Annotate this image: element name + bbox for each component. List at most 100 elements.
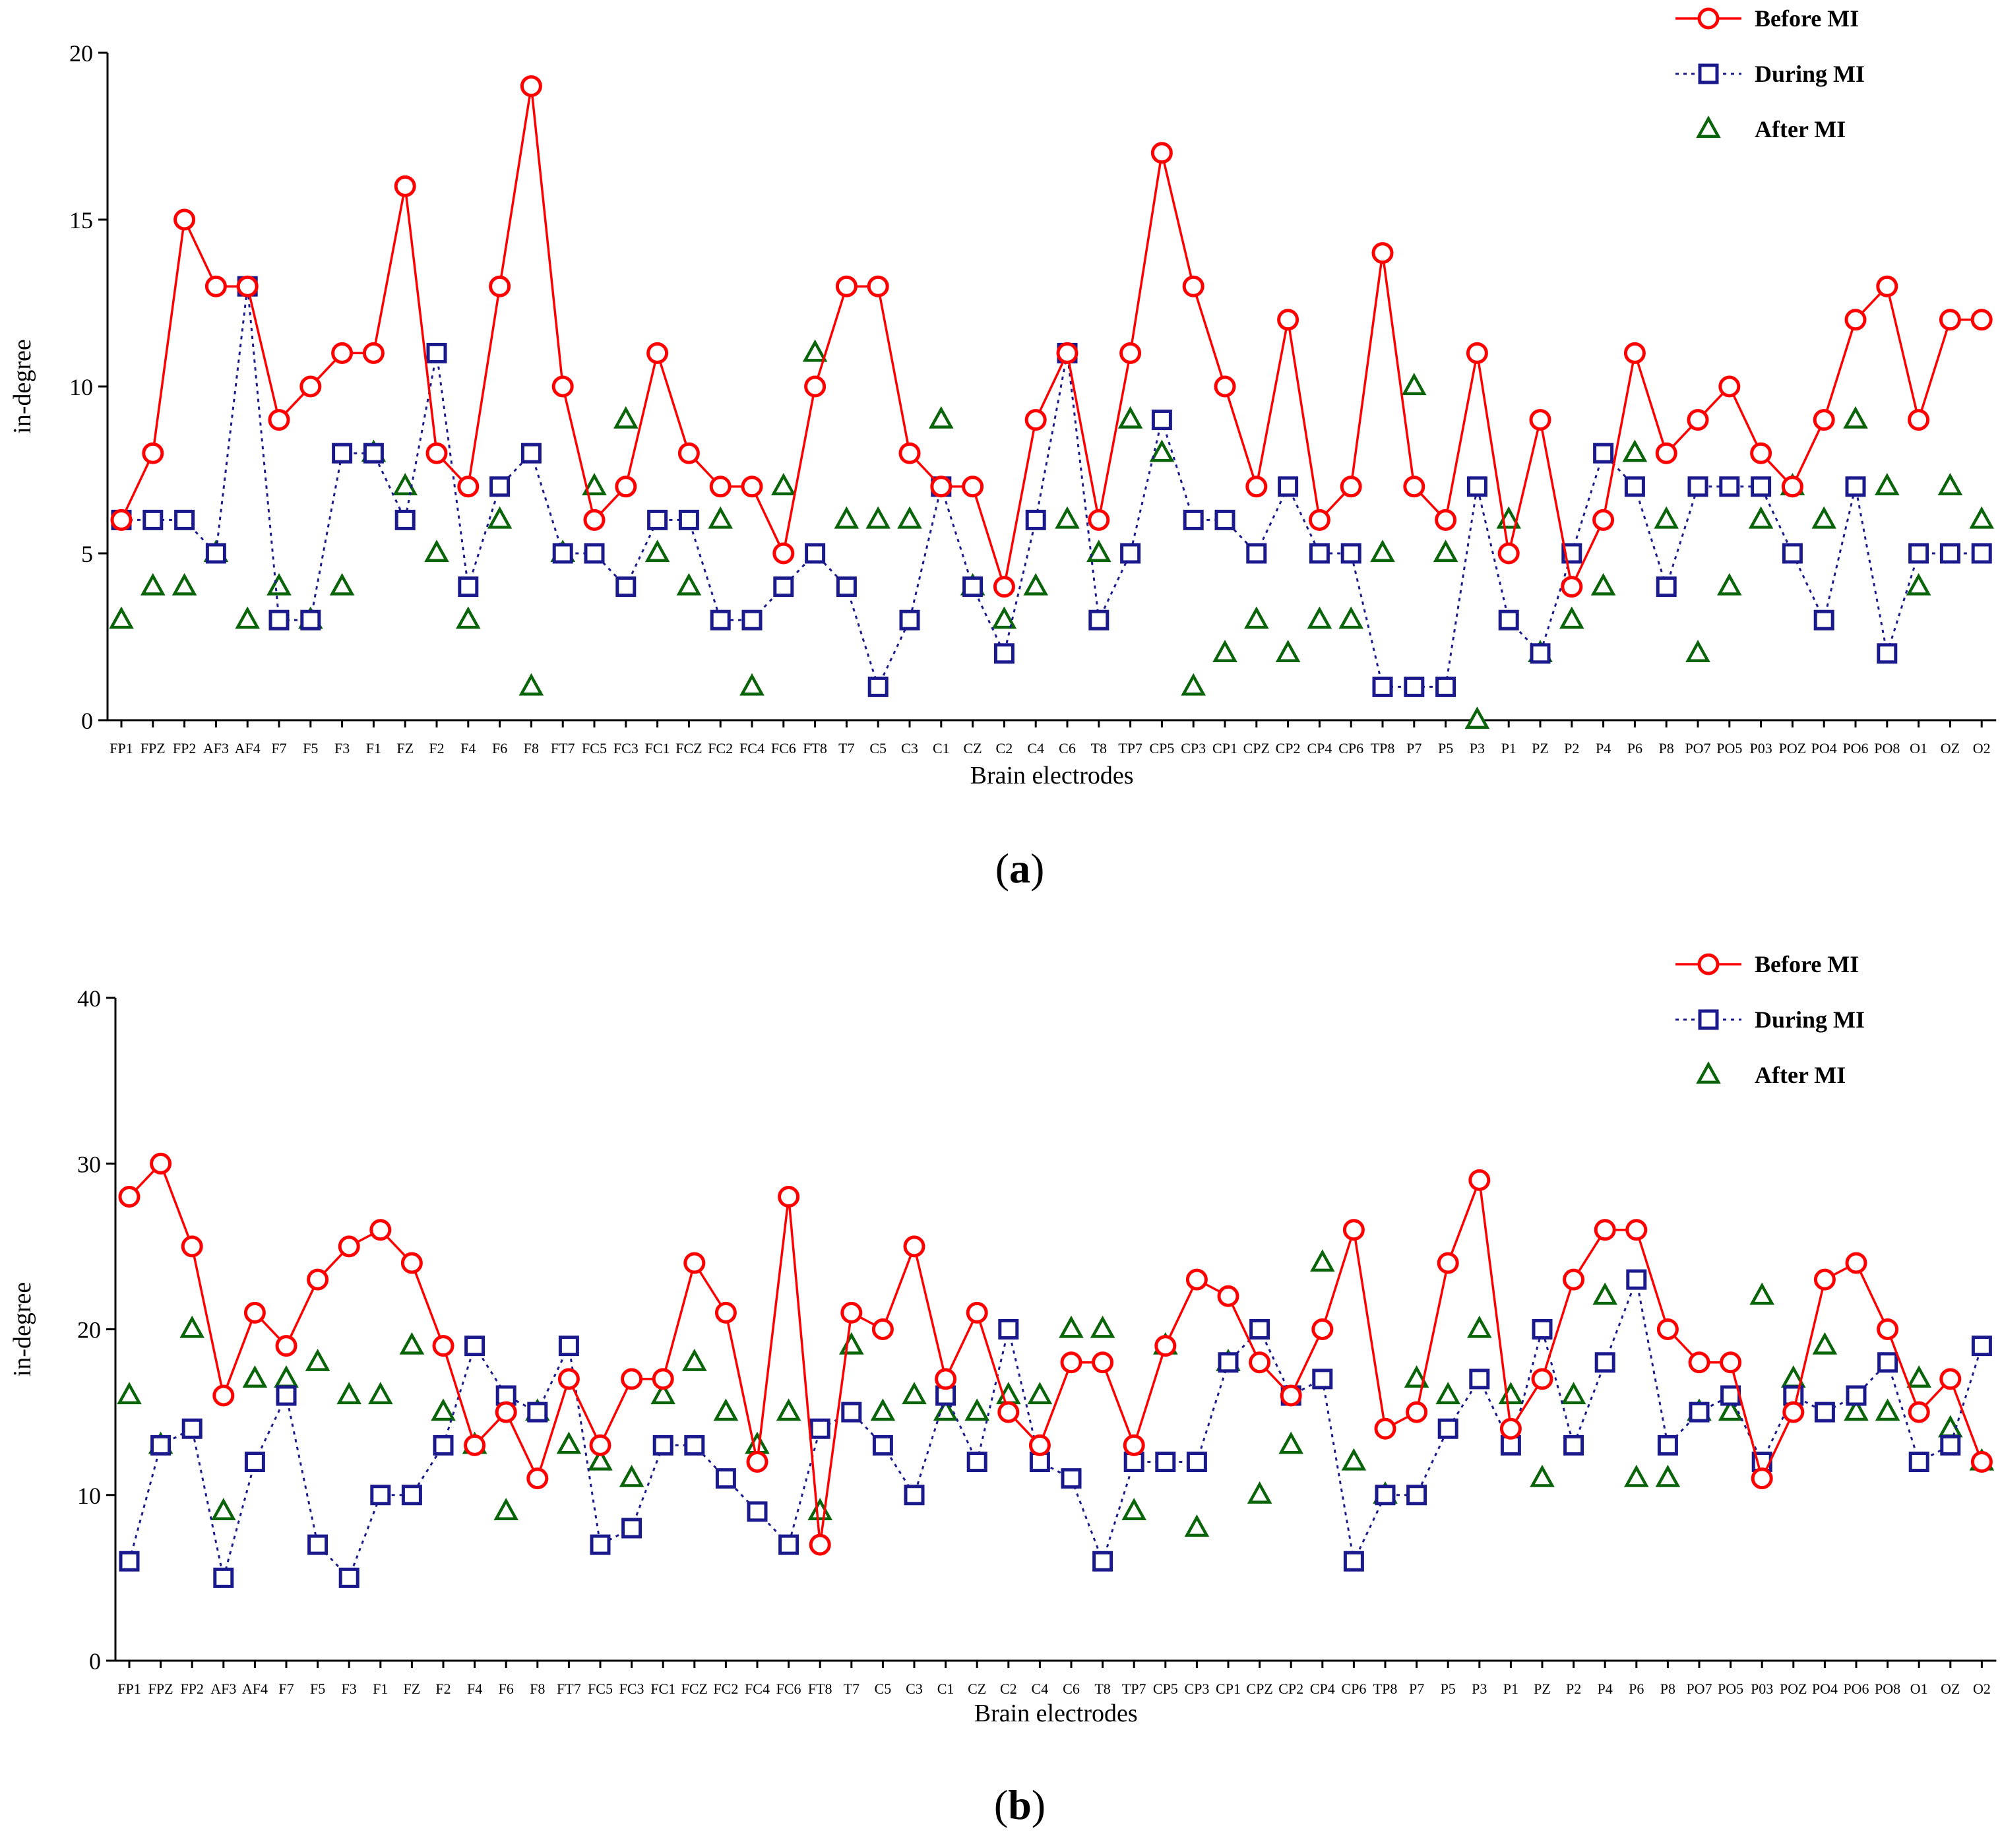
y-tick-label: 15 <box>69 207 93 233</box>
data-point-after-mi <box>1748 506 1774 529</box>
data-point-during-mi <box>1466 476 1487 497</box>
data-point-during-mi <box>1563 1434 1584 1456</box>
legend-label-during-mi: During MI <box>1755 61 1865 87</box>
y-tick-label: 20 <box>77 1317 101 1343</box>
data-point-during-mi <box>520 443 542 464</box>
y-tick-label: 40 <box>77 985 101 1012</box>
data-point-after-mi <box>644 539 670 563</box>
data-point-during-mi <box>558 1336 579 1357</box>
x-tick-label: P2 <box>1566 1680 1581 1697</box>
x-tick-label: P7 <box>1406 740 1422 756</box>
data-point-during-mi <box>652 1434 673 1456</box>
data-point-before-mi <box>173 208 196 231</box>
x-tick-label: FC3 <box>619 1680 644 1697</box>
data-point-before-mi <box>1877 1318 1899 1340</box>
data-point-during-mi <box>993 643 1015 664</box>
chart-panel-b: 0 10 20 30 40 FP1 FPZ FP2 AF3 AF4 F7 F5 F3 F1 FZ F2 F4 F6… <box>9 951 1997 1828</box>
x-tick-label: CP4 <box>1307 740 1332 756</box>
data-point-after-mi <box>109 606 134 629</box>
data-point-during-mi <box>268 609 290 631</box>
data-point-after-mi <box>745 1431 770 1454</box>
data-point-before-mi <box>1939 1368 1962 1390</box>
x-tick-label: C6 <box>1059 740 1076 756</box>
data-point-after-mi <box>807 1498 833 1521</box>
x-tick-label: F3 <box>342 1680 357 1697</box>
data-point-before-mi <box>557 1368 580 1390</box>
data-point-during-mi <box>174 509 195 530</box>
data-point-during-mi <box>1025 509 1046 530</box>
legend-marker-before-mi <box>1697 7 1720 30</box>
legend-marker-after-mi <box>1696 115 1721 139</box>
data-point-after-mi <box>1590 572 1616 596</box>
data-point-during-mi <box>1498 609 1519 631</box>
data-point-after-mi <box>676 572 702 596</box>
data-point-during-mi <box>1877 1352 1898 1373</box>
data-point-before-mi <box>394 175 416 197</box>
x-tick-label: FT7 <box>551 740 575 756</box>
data-point-before-mi <box>110 508 133 531</box>
x-tick-label: F5 <box>310 1680 325 1697</box>
x-tick-label: CP6 <box>1338 740 1363 756</box>
data-point-before-mi <box>1529 409 1551 431</box>
x-tick-label: FC6 <box>771 740 796 756</box>
data-point-before-mi <box>1371 242 1394 264</box>
x-tick-label: T7 <box>838 740 854 756</box>
data-point-during-mi <box>773 576 794 598</box>
x-tick-label: CP3 <box>1184 1680 1209 1697</box>
data-point-before-mi <box>583 508 606 531</box>
data-point-before-mi <box>903 1235 925 1258</box>
x-tick-label: CP2 <box>1276 740 1301 756</box>
data-point-after-mi <box>928 406 954 429</box>
x-tick-label: P1 <box>1501 740 1516 756</box>
y-tick-label: 0 <box>81 708 93 734</box>
data-point-during-mi <box>710 609 731 631</box>
data-point-before-mi <box>432 1335 454 1357</box>
data-point-before-mi <box>1497 542 1520 565</box>
x-tick-label: P6 <box>1629 1680 1644 1697</box>
y-tick-label: 20 <box>69 40 93 67</box>
x-tick-label: FC6 <box>776 1680 801 1697</box>
data-point-after-mi <box>392 473 418 495</box>
x-tick-label: O2 <box>1973 740 1991 756</box>
x-tick-label: F4 <box>460 740 476 756</box>
x-axis-title: Brain electrodes <box>974 1700 1138 1727</box>
data-point-during-mi <box>1092 1551 1113 1572</box>
data-point-before-mi <box>714 1301 737 1324</box>
data-point-during-mi <box>962 576 984 598</box>
data-point-after-mi <box>1086 539 1111 563</box>
data-point-before-mi <box>1844 309 1867 331</box>
data-point-before-mi <box>1123 1434 1145 1456</box>
data-point-before-mi <box>646 342 669 364</box>
data-point-before-mi <box>1594 1219 1616 1241</box>
data-point-before-mi <box>551 375 574 398</box>
data-point-before-mi <box>1813 409 1835 431</box>
data-point-during-mi <box>590 1534 611 1555</box>
data-point-before-mi <box>236 275 259 297</box>
x-tick-label: P03 <box>1751 1680 1773 1697</box>
data-point-during-mi <box>1877 643 1898 664</box>
data-point-during-mi <box>1845 476 1866 497</box>
data-point-during-mi <box>1278 476 1299 497</box>
x-tick-label: PO5 <box>1718 1680 1743 1697</box>
data-point-before-mi <box>871 1318 894 1340</box>
x-tick-label: CZ <box>964 740 982 756</box>
data-point-after-mi <box>1184 1514 1210 1537</box>
data-point-before-mi <box>464 1434 486 1456</box>
data-point-before-mi <box>1182 275 1204 297</box>
x-tick-label: F7 <box>278 1680 294 1697</box>
data-point-after-mi <box>305 1348 330 1371</box>
data-point-before-mi <box>898 442 921 464</box>
data-point-after-mi <box>1906 572 1931 596</box>
data-point-after-mi <box>210 1498 236 1521</box>
data-point-before-mi <box>307 1268 329 1291</box>
data-point-after-mi <box>1622 439 1648 462</box>
data-point-during-mi <box>142 509 164 530</box>
x-tick-label: F4 <box>467 1680 482 1697</box>
data-point-before-mi <box>1718 375 1741 398</box>
x-tick-label: O1 <box>1910 1680 1928 1697</box>
x-tick-label: P3 <box>1470 740 1485 756</box>
series-before-mi <box>118 1152 1993 1556</box>
panel-label: (b) <box>994 1781 1046 1828</box>
x-tick-label: FC2 <box>713 1680 738 1697</box>
data-point-before-mi <box>1406 1401 1428 1423</box>
